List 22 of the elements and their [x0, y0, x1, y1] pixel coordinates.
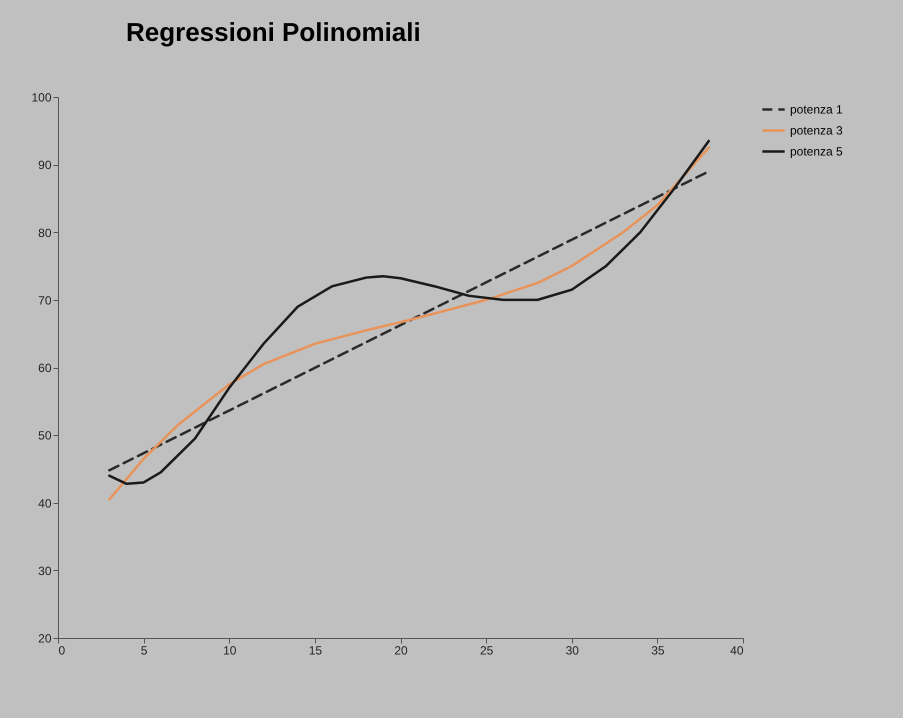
chart-title: Regressioni Polinomiali: [126, 17, 421, 47]
legend-label: potenza 5: [790, 144, 844, 158]
y-tick-label: 90: [38, 158, 52, 172]
y-tick-label: 100: [31, 90, 52, 104]
x-tick-label: 5: [140, 644, 148, 658]
x-tick-label: 20: [394, 644, 408, 658]
x-tick-label: 30: [566, 644, 580, 658]
y-tick-label: 40: [38, 496, 52, 510]
x-tick-label: 25: [480, 644, 494, 658]
legend-label: potenza 1: [790, 102, 844, 116]
x-tick-label: 35: [651, 644, 665, 658]
x-tick-label: 40: [730, 644, 744, 658]
x-tick-label: 0: [58, 644, 66, 658]
y-tick-label: 50: [38, 428, 52, 443]
x-tick-label: 15: [308, 644, 322, 658]
x-tick-label: 10: [223, 644, 237, 658]
y-tick-label: 60: [38, 361, 52, 375]
y-tick-label: 30: [38, 564, 52, 578]
y-tick-label: 20: [38, 632, 52, 646]
y-tick-label: 80: [38, 226, 52, 240]
legend-label: potenza 3: [790, 124, 844, 138]
y-tick-label: 70: [38, 293, 52, 308]
